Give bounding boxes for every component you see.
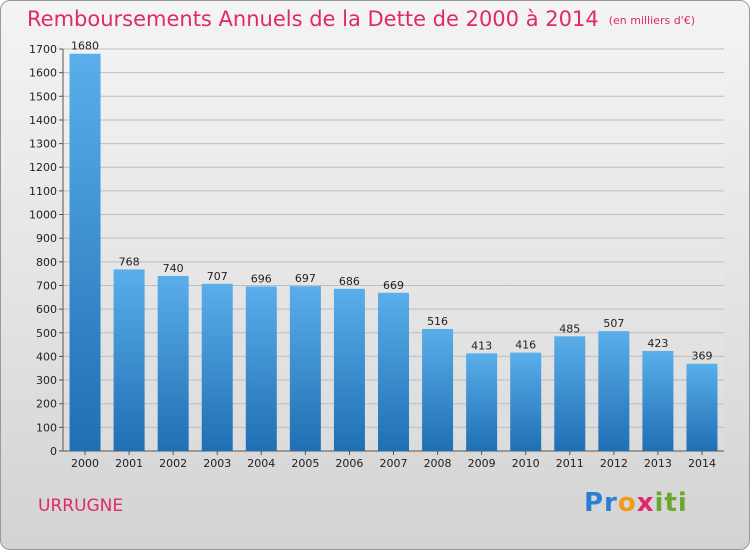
bar-value-label: 696 [251,272,272,285]
bar [598,331,630,451]
y-tick-label: 800 [36,256,57,269]
logo-part-4: iti [654,488,688,518]
y-tick-label: 500 [36,327,57,340]
y-tick-label: 1100 [29,185,57,198]
y-tick-label: 300 [36,374,57,387]
bar-value-label: 740 [163,262,184,275]
bar [378,292,409,451]
x-tick-label: 2005 [291,457,319,470]
commune-name: URRUGNE [38,496,124,516]
chart-title: Remboursements Annuels de la Dette de 20… [27,7,695,31]
unit-text: (en milliers d'€) [608,14,695,27]
logo-part-3: x [636,488,655,518]
x-tick-label: 2008 [424,457,452,470]
y-tick-label: 100 [36,421,57,434]
bar [201,283,233,451]
y-tick-label: 900 [36,232,57,245]
bar-value-label: 413 [471,339,492,352]
bar [157,276,189,451]
y-tick-label: 700 [36,279,57,292]
proxiti-logo: Proxiti [584,488,688,518]
bar-value-label: 686 [339,275,360,288]
y-tick-label: 1300 [29,138,57,151]
bar [69,53,101,452]
x-tick-label: 2001 [115,457,143,470]
y-tick-label: 600 [36,303,57,316]
bar [113,269,145,451]
bar-value-label: 369 [691,350,712,363]
bar-value-label: 669 [383,279,404,292]
x-tick-label: 2009 [468,457,496,470]
bar-value-label: 485 [559,322,580,335]
logo-part-2: o [617,488,637,518]
bar-value-label: 516 [427,315,448,328]
bar [245,286,277,451]
y-tick-label: 1700 [29,43,57,56]
x-tick-label: 2004 [247,457,275,470]
x-tick-label: 2014 [688,457,716,470]
bar-value-label: 768 [119,255,140,268]
bar [642,350,674,451]
y-tick-label: 0 [50,445,57,458]
bar [466,353,498,451]
bar [510,352,542,451]
bar-value-label: 1680 [71,40,99,53]
x-tick-label: 2007 [380,457,408,470]
bar [422,328,454,451]
y-tick-label: 200 [36,398,57,411]
bar [554,336,586,451]
logo-part-1: Pr [584,488,618,518]
bar-value-label: 507 [603,317,624,330]
y-tick-label: 1600 [29,67,57,80]
bar [333,288,365,451]
bar-value-label: 707 [207,270,228,283]
bar [289,286,321,451]
y-tick-label: 1400 [29,114,57,127]
x-tick-label: 2012 [600,457,628,470]
x-tick-label: 2010 [512,457,540,470]
bar [686,363,718,451]
x-tick-label: 2011 [556,457,584,470]
bar-value-label: 423 [647,337,668,350]
x-tick-label: 2006 [335,457,363,470]
title-text: Remboursements Annuels de la Dette de 20… [27,7,599,31]
x-tick-label: 2003 [203,457,231,470]
x-tick-label: 2002 [159,457,187,470]
y-tick-label: 1000 [29,209,57,222]
y-tick-label: 400 [36,350,57,363]
bar-value-label: 416 [515,339,536,352]
y-tick-label: 1200 [29,161,57,174]
x-tick-label: 2013 [644,457,672,470]
x-tick-label: 2000 [71,457,99,470]
y-tick-label: 1500 [29,90,57,103]
bar-value-label: 697 [295,272,316,285]
